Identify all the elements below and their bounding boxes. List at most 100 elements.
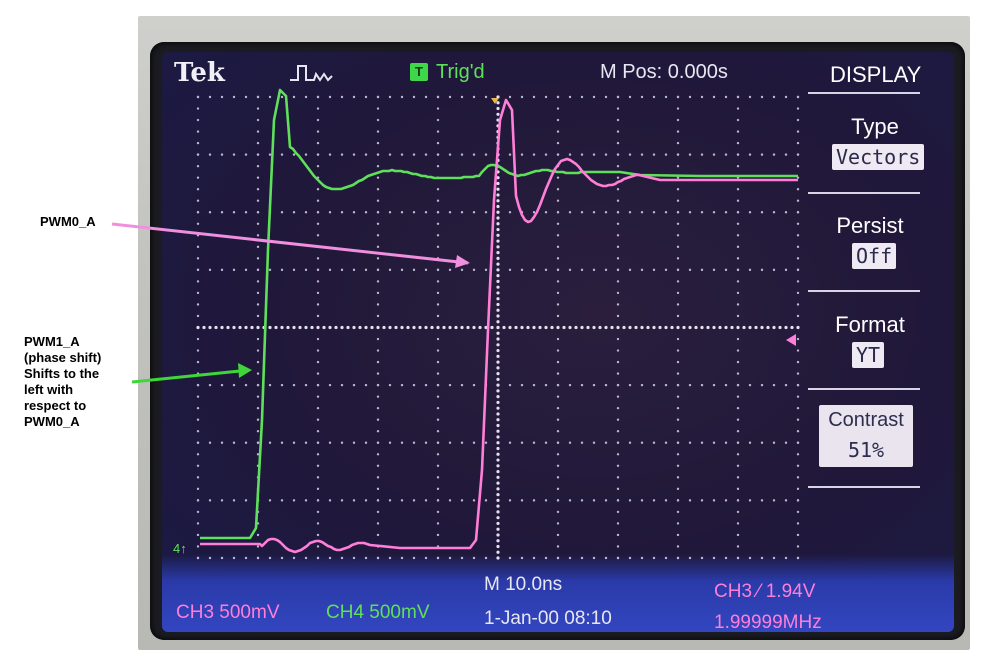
- graticule-dot: [244, 153, 248, 156]
- graticule-dot: [496, 487, 500, 491]
- graticule-dot: [760, 211, 764, 214]
- graticule-dot: [700, 95, 704, 99]
- graticule-dot: [316, 406, 320, 410]
- graticule-dot: [256, 245, 260, 249]
- pwm1-arrow-head: [238, 363, 252, 378]
- graticule-dot: [736, 383, 740, 387]
- graticule-dot: [196, 522, 200, 525]
- graticule-dot: [676, 430, 680, 433]
- graticule-dot: [316, 499, 320, 502]
- graticule-dot: [352, 383, 356, 387]
- graticule-dot: [580, 499, 584, 502]
- graticule-dot: [280, 95, 284, 99]
- graticule-dot: [196, 141, 200, 145]
- graticule-dot: [736, 372, 740, 375]
- graticule-dot: [496, 297, 500, 301]
- graticule-dot: [388, 211, 392, 214]
- graticule-dot: [496, 493, 500, 497]
- graticule-dot: [496, 101, 500, 105]
- graticule-dot: [568, 325, 572, 330]
- graticule-dot: [760, 383, 764, 387]
- graticule-dot: [664, 499, 668, 502]
- graticule-dot: [436, 556, 440, 560]
- graticule-dot: [796, 141, 800, 145]
- graticule-dot: [436, 337, 440, 341]
- graticule-dot: [784, 153, 788, 156]
- graticule-dot: [388, 556, 392, 560]
- graticule-dot: [496, 516, 500, 520]
- graticule-dot: [448, 383, 452, 387]
- graticule-dot: [616, 257, 620, 260]
- graticule-dot: [304, 383, 308, 387]
- graticule-dot: [244, 211, 248, 214]
- graticule-dot: [616, 130, 620, 133]
- graticule-dot: [256, 222, 260, 225]
- graticule-dot: [256, 533, 260, 537]
- graticule-dot: [616, 291, 620, 295]
- graticule-dot: [736, 533, 740, 537]
- graticule-dot: [628, 441, 632, 444]
- graticule-dot: [574, 325, 578, 330]
- graticule-dot: [460, 95, 464, 99]
- menu-type-value[interactable]: Vectors: [832, 144, 925, 170]
- graticule-dot: [232, 153, 236, 156]
- graticule-dot: [664, 441, 668, 444]
- graticule-dot: [604, 441, 608, 444]
- menu-persist-value[interactable]: Off: [852, 243, 897, 269]
- graticule-dot: [748, 95, 752, 99]
- graticule-dot: [604, 325, 608, 330]
- graticule-dot: [688, 153, 692, 156]
- graticule-dot: [364, 211, 368, 214]
- graticule-dot: [340, 556, 344, 560]
- graticule-dot: [508, 211, 512, 214]
- graticule-dot: [604, 556, 608, 560]
- graticule-dot: [688, 211, 692, 214]
- graticule-dot: [196, 118, 200, 122]
- ch4-scale-readout: CH4 500mV: [326, 602, 430, 623]
- graticule-dot: [424, 499, 428, 502]
- graticule-dot: [436, 430, 440, 433]
- graticule-dot: [208, 556, 212, 560]
- trigger-level-readout: CH3 ⁄ 1.94V: [714, 581, 816, 602]
- graticule-dot: [316, 130, 320, 133]
- graticule-dot: [364, 441, 368, 444]
- pwm0-arrow-head: [455, 255, 470, 268]
- graticule-dot: [556, 199, 560, 202]
- graticule-dot: [712, 325, 716, 330]
- graticule-dot: [640, 325, 644, 330]
- graticule-dot: [616, 211, 620, 214]
- graticule-dot: [706, 325, 710, 330]
- graticule-dot: [700, 268, 704, 272]
- graticule-dot: [610, 325, 614, 330]
- graticule-dot: [316, 418, 320, 421]
- graticule-dot: [592, 95, 596, 99]
- graticule-dot: [352, 95, 356, 99]
- graticule-dot: [640, 153, 644, 156]
- graticule-dot: [436, 533, 440, 537]
- graticule-dot: [376, 533, 380, 537]
- graticule-dot: [556, 418, 560, 421]
- graticule-dot: [316, 141, 320, 145]
- graticule-dot: [652, 383, 656, 387]
- graticule-dot: [736, 257, 740, 260]
- graticule-dot: [496, 314, 500, 318]
- graticule-dot: [496, 527, 500, 531]
- graticule-dot: [580, 211, 584, 214]
- graticule-dot: [460, 268, 464, 272]
- graticule-dot: [376, 211, 380, 214]
- graticule-dot: [196, 430, 200, 433]
- graticule-dot: [400, 153, 404, 156]
- graticule-dot: [232, 383, 236, 387]
- menu-contrast-value: 51%: [847, 438, 885, 462]
- graticule-dot: [196, 337, 200, 341]
- graticule-dot: [688, 268, 692, 272]
- menu-contrast-box[interactable]: Contrast 51%: [819, 405, 913, 467]
- graticule-dot: [436, 406, 440, 410]
- graticule-dot: [616, 141, 620, 145]
- graticule-dot: [256, 383, 260, 387]
- graticule-dot: [340, 325, 344, 330]
- menu-format-value[interactable]: YT: [852, 342, 885, 368]
- graticule-dot: [700, 441, 704, 444]
- graticule-dot: [268, 268, 272, 272]
